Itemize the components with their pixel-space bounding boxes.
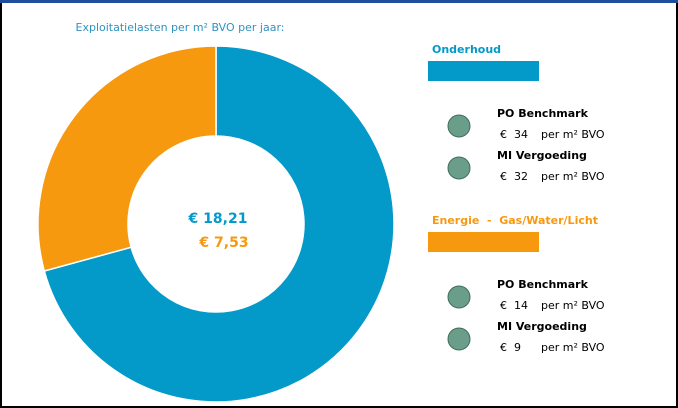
benchmark-unit: per m² BVO — [541, 341, 605, 354]
benchmark-unit: per m² BVO — [541, 170, 605, 183]
benchmark-unit: per m² BVO — [541, 299, 605, 312]
section-bar — [428, 61, 539, 81]
benchmark-name: PO Benchmark — [497, 107, 589, 120]
donut-slice — [37, 45, 217, 272]
chart-title: Exploitatielasten per m² BVO per jaar: — [76, 21, 285, 34]
benchmark-name: MI Vergoeding — [497, 149, 587, 162]
benchmark-dot — [447, 327, 471, 351]
benchmark-name: PO Benchmark — [497, 278, 589, 291]
section-bar — [428, 232, 539, 252]
center-value-label: € 18,21 — [188, 211, 248, 227]
benchmark-unit: per m² BVO — [541, 128, 605, 141]
benchmark-dot — [447, 156, 471, 180]
section-title: Onderhoud — [432, 43, 501, 56]
benchmark-value: € 32 — [500, 170, 528, 183]
benchmark-value: € 14 — [500, 299, 528, 312]
benchmark-value: € 34 — [500, 128, 528, 141]
donut-slice — [43, 45, 395, 403]
benchmark-name: MI Vergoeding — [497, 320, 587, 333]
benchmark-dot — [447, 285, 471, 309]
center-value-label: € 7,53 — [198, 235, 248, 251]
top-stripe — [0, 0, 678, 3]
section-title: Energie - Gas/Water/Licht — [432, 214, 598, 227]
benchmark-dot — [447, 114, 471, 138]
benchmark-value: € 9 — [500, 341, 521, 354]
